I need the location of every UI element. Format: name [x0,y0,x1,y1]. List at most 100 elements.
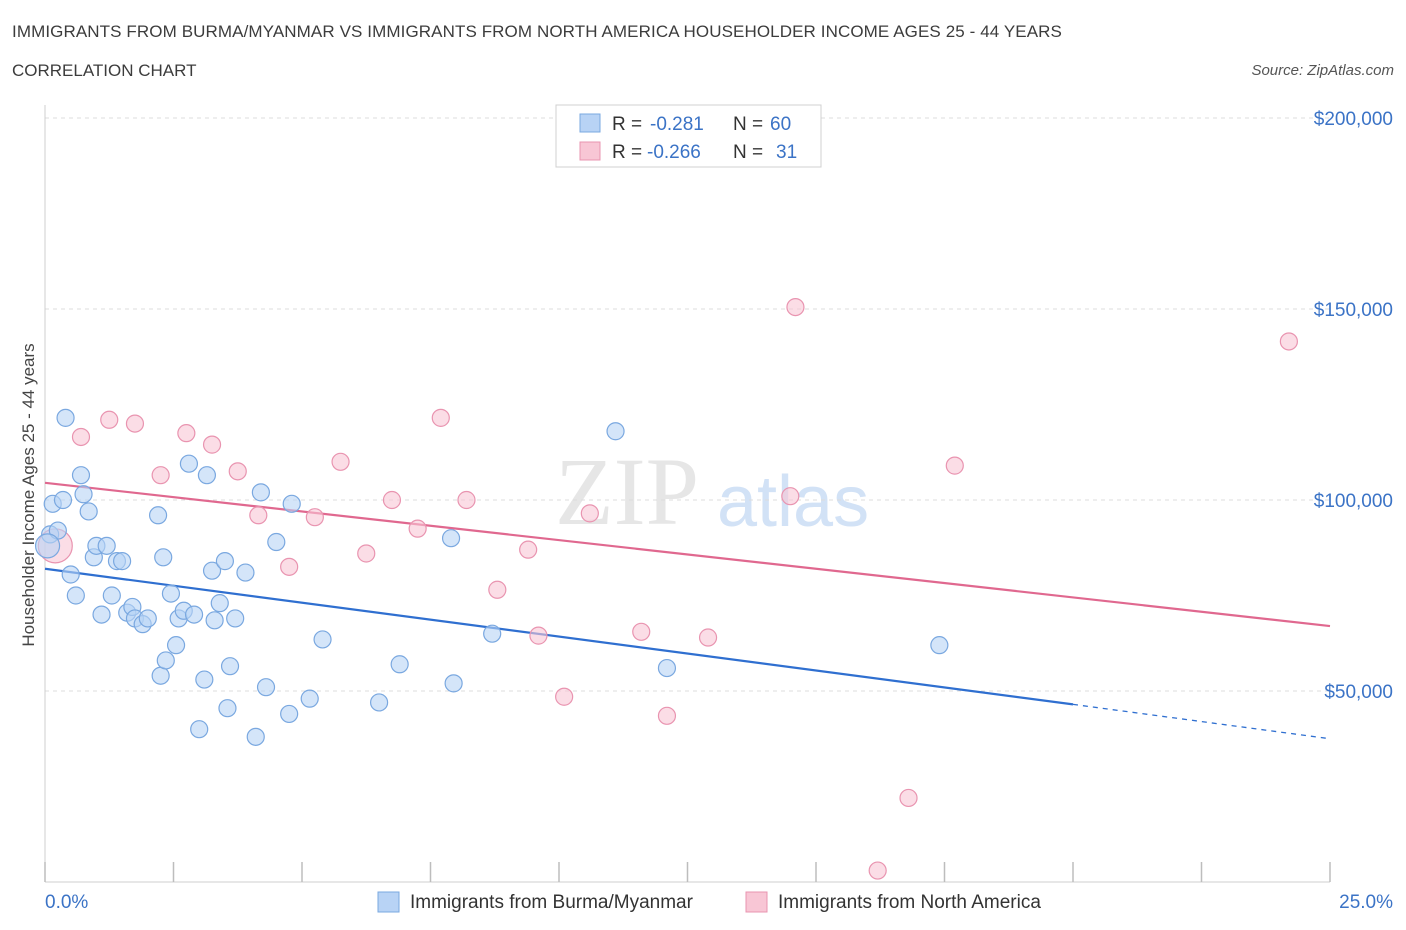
point-burma [236,563,255,582]
point-north-america [280,557,299,576]
point-burma [148,506,168,525]
point-burma [179,454,199,473]
point-burma [483,624,502,643]
point-burma [138,609,157,628]
trend-line-burma-extension [1072,703,1331,740]
point-burma [218,699,237,718]
point-north-america [249,506,268,525]
point-burma [441,529,461,548]
point-north-america [177,424,196,443]
point-burma [226,609,245,628]
point-burma [92,605,111,624]
point-burma [930,636,949,655]
point-north-america [519,540,538,559]
point-burma [71,466,91,485]
point-north-america [457,490,476,510]
point-north-america [1279,332,1298,351]
point-north-america [580,504,599,523]
y-tick-label: $200,000 [1314,109,1393,130]
point-burma [210,594,229,613]
point-burma [300,689,319,708]
point-burma [34,533,61,559]
point-burma [202,561,222,580]
legend-r-value-2: -0.266 [647,142,701,163]
y-tick-labels: $50,000 $100,000 $150,000 $200,000 [1314,109,1393,703]
point-north-america [408,519,427,538]
point-burma [606,422,625,441]
legend-r-value-1: -0.281 [650,114,704,135]
legend-n-label-2: N = [733,142,763,163]
point-burma [256,678,276,697]
point-north-america [100,410,119,429]
point-burma [246,727,265,746]
bottom-legend-label-north-america: Immigrants from North America [778,892,1041,913]
legend-r-label-2: R = [612,142,642,163]
chart-subtitle: CORRELATION CHART [12,61,197,80]
point-burma [205,611,224,630]
point-burma [370,693,389,712]
point-north-america [786,297,805,317]
legend-n-label-1: N = [733,114,763,135]
data-points [34,297,1298,880]
legend-swatch-burma [579,113,601,133]
point-north-america [357,544,376,563]
point-burma [112,552,132,571]
point-burma [56,408,75,427]
bottom-legend-label-burma: Immigrants from Burma/Myanmar [410,892,694,913]
point-burma [197,466,217,485]
point-burma [184,605,204,624]
x-tick-label-max: 25.0% [1339,892,1393,913]
point-burma [79,502,98,521]
point-burma [220,657,240,676]
y-axis-label: Householder Income Ages 25 - 44 years [19,343,38,646]
point-burma [190,720,209,739]
bottom-legend-swatch-north-america [745,891,768,913]
point-burma [444,674,463,693]
bottom-legend-swatch-burma [377,891,400,913]
point-burma [215,552,234,571]
source-label: Source: ZipAtlas.com [1251,62,1394,79]
point-north-america [555,687,574,706]
point-north-america [781,487,800,506]
point-north-america [71,427,91,447]
point-burma [97,536,116,555]
legend-swatch-north-america [579,141,601,161]
x-tick-label-min: 0.0% [45,892,88,913]
watermark-zip: ZIP [555,438,699,545]
y-tick-label: $150,000 [1314,300,1393,321]
series-legend: Immigrants from Burma/Myanmar Immigrants… [377,891,1041,913]
point-north-america [431,408,450,427]
axes [44,105,1331,883]
chart-title: IMMIGRANTS FROM BURMA/MYANMAR VS IMMIGRA… [12,22,1062,41]
legend-r-label-1: R = [612,114,642,135]
point-north-america [657,706,677,725]
legend-n-value-2: 31 [776,142,797,163]
y-tick-label: $100,000 [1314,491,1393,512]
point-burma [166,636,186,655]
point-north-america [868,861,887,880]
point-burma [151,666,170,685]
point-burma [102,586,121,605]
point-burma [195,670,214,689]
point-burma [161,584,181,603]
point-north-america [899,788,918,808]
stats-legend: R = -0.281 N = 60 R = -0.266 N = 31 [555,104,822,168]
point-burma [282,494,301,513]
point-burma [66,586,85,605]
point-north-america [945,456,964,475]
point-burma [61,565,80,584]
trend-line-burma [44,567,1074,706]
point-north-america [202,435,222,454]
point-burma [156,651,175,670]
point-north-america [632,622,651,641]
point-burma [390,655,409,674]
point-burma [657,658,677,678]
point-burma [154,548,173,567]
point-burma [74,485,93,504]
point-north-america [331,452,350,471]
point-north-america [305,508,324,527]
legend-n-value-1: 60 [770,114,791,135]
point-north-america [698,628,718,647]
point-burma [313,630,332,649]
